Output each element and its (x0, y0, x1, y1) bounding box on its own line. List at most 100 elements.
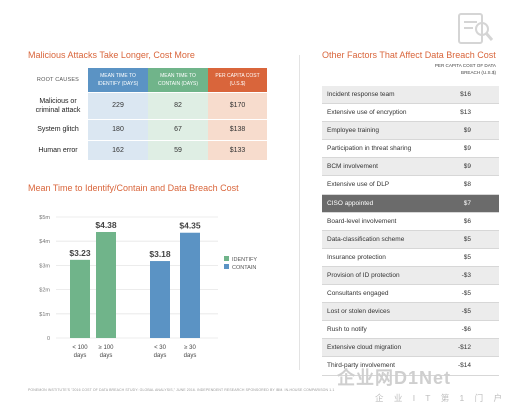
bar-value-label: $3.23 (69, 248, 91, 258)
root-causes-table: ROOT CAUSES MEAN TIME TO IDENTIFY (DAYS)… (28, 68, 267, 160)
factor-row: Lost or stolen devices -$5 (322, 303, 499, 322)
factor-row: Consultants engaged -$5 (322, 285, 499, 304)
factor-value: $8 (463, 181, 471, 189)
x-tick-label: days (74, 353, 87, 359)
factor-value: $6 (463, 217, 471, 225)
factor-row: Extensive cloud migration -$12 (322, 339, 499, 358)
identify-cell: 162 (88, 139, 148, 160)
factor-row: Rush to notify -$6 (322, 321, 499, 340)
cause-cell: Human error (28, 139, 88, 160)
legend-swatch (224, 256, 229, 261)
x-tick-label: < 100 (72, 345, 88, 351)
x-tick-label: ≥ 30 (184, 345, 196, 351)
factor-label: Provision of ID protection (327, 271, 400, 279)
factor-label: BCM involvement (327, 163, 378, 171)
x-tick-label: days (184, 353, 197, 359)
header-contain: MEAN TIME TO CONTAIN (DAYS) (148, 68, 208, 92)
factor-value: $5 (463, 235, 471, 243)
contain-cell: 59 (148, 139, 208, 160)
cause-cell: System glitch (28, 118, 88, 140)
x-tick-label: ≥ 100 (99, 345, 115, 351)
factor-row: BCM involvement $9 (322, 158, 499, 177)
factor-label: Participation in threat sharing (327, 145, 412, 153)
y-tick-label: $1m (39, 312, 50, 318)
factor-value: $5 (463, 253, 471, 261)
factor-label: Third-party involvement (327, 362, 395, 370)
factor-row: CISO appointed $7 (322, 194, 499, 213)
footnote: PONEMON INSTITUTE'S "2016 COST OF DATA B… (28, 388, 335, 392)
legend-label: CONTAIN (232, 265, 256, 271)
factor-value: $9 (463, 163, 471, 171)
factor-label: Extensive cloud migration (327, 344, 402, 352)
factor-label: Lost or stolen devices (327, 308, 390, 316)
bar-value-label: $4.38 (95, 220, 117, 230)
other-factors-title: Other Factors That Affect Data Breach Co… (322, 50, 496, 60)
watermark-subtitle: 企 业 I T 第 1 门 户 (375, 393, 507, 403)
factor-label: Rush to notify (327, 326, 367, 334)
bar-value-label: $3.18 (149, 249, 171, 259)
factor-row: Incident response team $16 (322, 86, 499, 105)
column-divider (299, 55, 300, 370)
y-tick-label: $3m (39, 263, 50, 269)
table-row: Malicious or criminal attack 229 82 $170 (28, 91, 267, 119)
factor-label: Consultants engaged (327, 290, 389, 298)
factor-label: Incident response team (327, 91, 395, 98)
factor-row: Extensive use of encryption $13 (322, 104, 499, 123)
cost-cell: $133 (208, 139, 267, 160)
factor-row: Board-level involvement $6 (322, 213, 499, 231)
identify-cell: 229 (88, 91, 148, 119)
factor-value: $9 (463, 145, 471, 153)
watermark-logo: 企业网D1Net (337, 368, 452, 388)
y-tick-label: $2m (39, 288, 50, 294)
bar-value-label: $4.35 (179, 221, 201, 231)
y-tick-label: 0 (47, 336, 50, 342)
factor-value: $9 (463, 127, 471, 135)
factor-value: -$3 (461, 271, 471, 279)
factor-value: -$5 (461, 308, 471, 316)
contain-cell: 82 (148, 91, 208, 119)
x-tick-label: < 30 (154, 345, 167, 351)
bar (70, 259, 90, 338)
header-per-capita-cost: PER CAPITA COST (U.S.$) (208, 68, 267, 92)
factor-label: Data-classification scheme (327, 235, 405, 243)
factor-row: Provision of ID protection -$3 (322, 266, 499, 286)
y-tick-label: $5m (39, 215, 50, 221)
legend-swatch (224, 264, 229, 269)
table-row: System glitch 180 67 $138 (28, 118, 267, 140)
x-tick-label: days (100, 353, 113, 359)
per-capita-cost-header: PER CAPITA COST OF DATA BREACH (U.S.$) (434, 63, 496, 75)
contain-cell: 67 (148, 118, 208, 140)
chart-title: Mean Time to Identify/Contain and Data B… (28, 183, 239, 193)
factor-label: Extensive use of encryption (327, 109, 407, 117)
factor-label: Board-level involvement (327, 217, 397, 225)
cause-cell: Malicious or criminal attack (28, 91, 88, 119)
header-identify: MEAN TIME TO IDENTIFY (DAYS) (88, 68, 148, 92)
legend-label: IDENTIFY (232, 257, 257, 263)
factor-label: Insurance protection (327, 253, 386, 261)
factor-value: -$14 (457, 362, 471, 370)
factor-label: Employee training (327, 127, 380, 135)
factor-value: $7 (463, 199, 471, 207)
factor-value: $16 (460, 91, 471, 98)
header-root-causes: ROOT CAUSES (36, 76, 80, 83)
factor-value: $13 (460, 109, 471, 117)
factor-row: Participation in threat sharing $9 (322, 140, 499, 159)
table-row: Human error 162 59 $133 (28, 139, 267, 160)
bar (96, 232, 116, 338)
cost-cell: $138 (208, 118, 267, 140)
cost-cell: $170 (208, 91, 267, 119)
factors-list: Incident response team $16 Extensive use o… (322, 86, 499, 376)
factor-row: Insurance protection $5 (322, 249, 499, 267)
bar (150, 261, 170, 338)
factor-value: -$12 (457, 344, 471, 352)
identify-cell: 180 (88, 118, 148, 140)
factor-label: CISO appointed (327, 199, 374, 207)
malicious-attacks-title: Malicious Attacks Take Longer, Cost More (28, 50, 195, 60)
factor-row: Third-party involvement -$14 (322, 357, 499, 376)
bar (180, 232, 200, 338)
factor-row: Employee training $9 (322, 122, 499, 141)
factor-value: -$6 (461, 326, 471, 334)
factor-label: Extensive use of DLP (327, 181, 390, 189)
x-tick-label: days (154, 353, 167, 359)
magnifier-document-icon (458, 13, 494, 44)
